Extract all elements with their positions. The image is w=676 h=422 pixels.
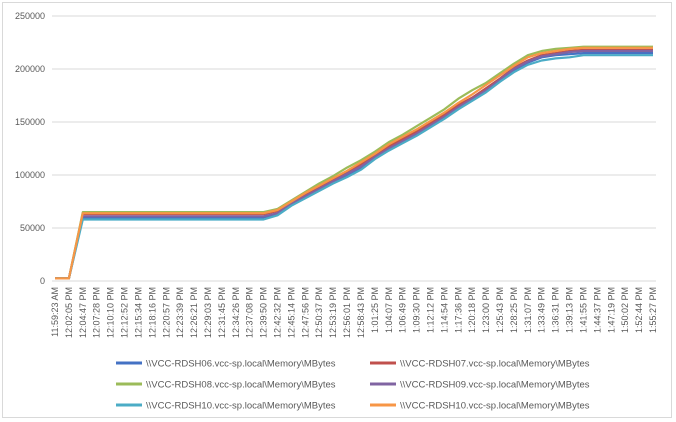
x-tick-label: 12:29:03 PM [203,287,213,338]
y-tick-label: 250000 [15,11,45,21]
x-tick-label: 1:39:13 PM [565,287,575,333]
x-tick-label: 11:59:23 AM [50,287,60,337]
series-line-4 [55,49,653,280]
x-tick-label: 12:42:32 PM [273,287,283,338]
x-tick-label: 12:04:47 PM [78,287,88,338]
x-tick-label: 1:55:27 PM [648,287,658,333]
x-tick-label: 12:07:28 PM [92,287,102,338]
x-tick-label: 1:36:31 PM [551,287,561,333]
x-tick-label: 12:12:52 PM [120,287,130,338]
x-tick-label: 12:56:01 PM [342,287,352,338]
x-axis: 11:59:23 AM 12:02:05 PM 12:04:47 PM 12:07:2… [50,287,658,338]
legend-label: \\VCC-RDSH10.vcc-sp.local\Memory\MBytes [146,401,336,412]
x-tick-label: 1:52:44 PM [634,287,644,333]
x-tick-label: 12:23:39 PM [175,287,185,338]
x-tick-label: 12:47:56 PM [300,287,310,338]
series-line-6 [55,46,653,280]
x-tick-label: 1:12:12 PM [425,287,435,333]
x-tick-label: 12:58:43 PM [356,287,366,338]
x-tick-label: 1:14:54 PM [439,287,449,333]
x-tick-label: 1:06:49 PM [398,287,408,333]
legend-label: \\VCC-RDSH07.vcc-sp.local\Memory\MBytes [400,359,590,370]
y-tick-label: 0 [40,276,45,286]
x-tick-label: 1:17:36 PM [453,287,463,333]
x-tick-label: 1:23:00 PM [481,287,491,333]
x-tick-label: 1:25:43 PM [495,287,505,333]
x-tick-label: 12:26:21 PM [189,287,199,338]
x-tick-label: 1:31:07 PM [523,287,533,333]
series-line-5 [55,54,653,280]
y-tick-label: 50000 [20,223,45,233]
legend-label: \\VCC-RDSH09.vcc-sp.local\Memory\MBytes [400,380,590,391]
x-tick-label: 12:39:50 PM [259,287,269,338]
y-tick-label: 100000 [15,170,45,180]
chart-frame [2,2,672,418]
x-tick-label: 1:01:25 PM [370,287,380,333]
legend: \\VCC-RDSH06.vcc-sp.local\Memory\MBytes \… [116,359,590,412]
x-tick-label: 1:41:55 PM [578,287,588,333]
x-tick-label: 1:33:49 PM [537,287,547,333]
x-tick-label: 1:28:25 PM [509,287,519,333]
gridlines [52,15,656,282]
legend-label: \\VCC-RDSH06.vcc-sp.local\Memory\MBytes [146,359,336,370]
x-tick-label: 12:02:05 PM [64,287,74,338]
y-tick-label: 150000 [15,117,45,127]
y-tick-label: 200000 [15,64,45,74]
x-tick-label: 12:31:45 PM [217,287,227,338]
x-tick-label: 1:44:37 PM [592,287,602,333]
series-lines [55,45,653,280]
x-tick-label: 1:04:07 PM [384,287,394,333]
x-tick-label: 12:53:19 PM [328,287,338,338]
x-tick-label: 12:45:14 PM [286,287,296,338]
x-tick-label: 12:15:34 PM [133,287,143,338]
y-axis: 0 50000 100000 150000 200000 250000 [15,11,45,286]
x-tick-label: 12:50:37 PM [314,287,324,338]
x-tick-label: 1:09:30 PM [412,287,422,333]
x-tick-label: 1:47:19 PM [606,287,616,333]
legend-label: \\VCC-RDSH08.vcc-sp.local\Memory\MBytes [146,380,336,391]
x-tick-label: 12:18:16 PM [147,287,157,338]
legend-label: \\VCC-RDSH10.vcc-sp.local\Memory\MBytes [400,401,590,412]
x-tick-label: 12:20:57 PM [161,287,171,338]
x-tick-label: 12:34:26 PM [231,287,241,338]
x-tick-label: 12:10:10 PM [106,287,116,338]
series-line-3 [55,45,653,280]
x-tick-label: 1:50:02 PM [620,287,630,333]
x-tick-label: 1:20:18 PM [467,287,477,333]
x-tick-label: 12:37:08 PM [245,287,255,338]
